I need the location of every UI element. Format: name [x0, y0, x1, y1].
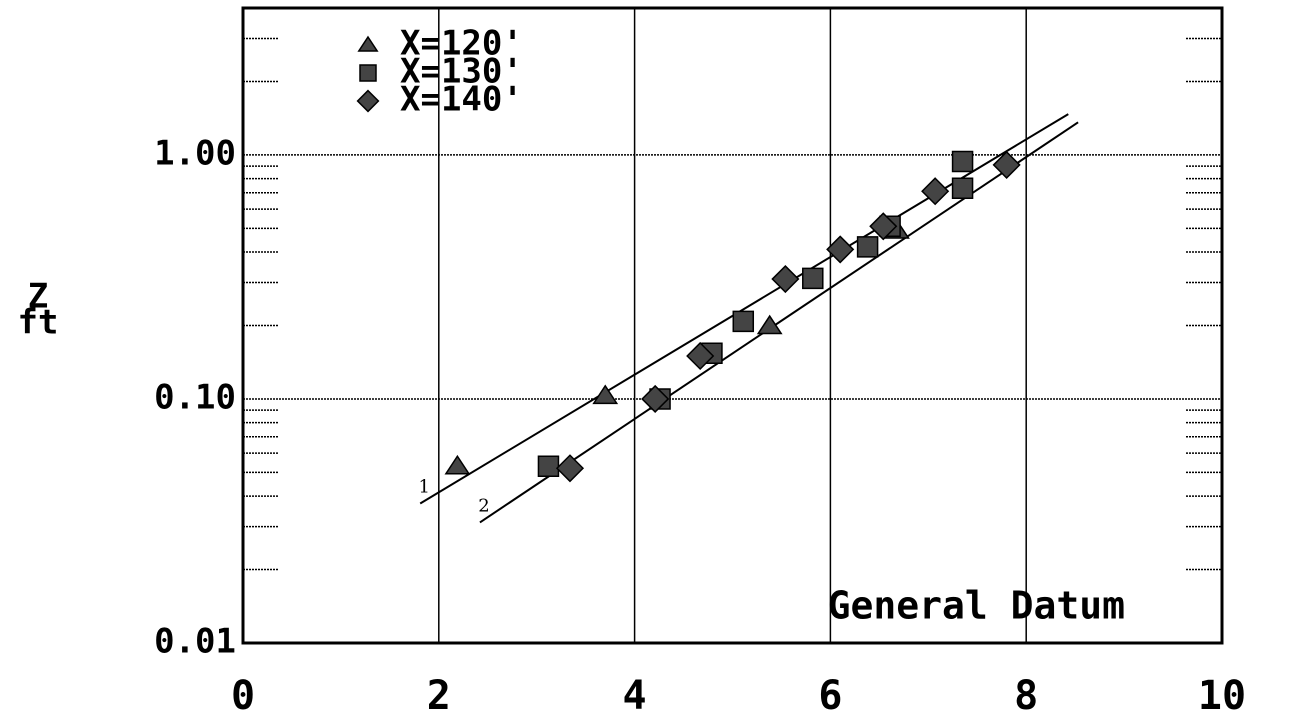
annotation: General Datum	[828, 584, 1125, 628]
point	[826, 235, 855, 264]
legend-label: X=140'	[400, 80, 523, 120]
point	[592, 384, 619, 405]
x-tick-label: 10	[1198, 673, 1246, 719]
y-tick-label: 0.10	[154, 377, 236, 417]
legend-marker	[357, 35, 379, 52]
point	[869, 212, 898, 241]
x-tick-label: 8	[1014, 673, 1038, 719]
y-axis-label: Z	[28, 277, 48, 317]
line-label: 1	[418, 476, 429, 497]
x-tick-label: 2	[427, 673, 451, 719]
point	[951, 177, 974, 200]
point	[951, 150, 974, 173]
legend-label: X=130'	[400, 52, 523, 92]
fit-line	[419, 113, 1069, 505]
point	[992, 150, 1021, 179]
point	[444, 454, 471, 475]
point	[921, 177, 950, 206]
point	[732, 310, 755, 333]
point	[802, 267, 824, 290]
x-tick-label: 4	[623, 673, 647, 719]
x-tick-label: 0	[231, 673, 255, 719]
y-tick-label: 1.00	[154, 133, 236, 173]
y-tick-label: 0.01	[154, 622, 236, 662]
legend-marker	[356, 89, 380, 113]
y-axis-label: ft	[18, 303, 59, 343]
point	[856, 236, 879, 258]
line-label: 2	[478, 495, 489, 516]
point	[756, 314, 783, 335]
x-tick-label: 6	[818, 673, 842, 719]
fit-line	[479, 121, 1079, 524]
legend-label: X=120'	[400, 24, 523, 64]
point	[555, 454, 585, 483]
point	[686, 341, 715, 371]
point	[537, 455, 560, 477]
plot-frame	[241, 6, 1224, 645]
point	[771, 264, 800, 294]
point	[641, 384, 670, 414]
legend-marker	[359, 64, 377, 82]
